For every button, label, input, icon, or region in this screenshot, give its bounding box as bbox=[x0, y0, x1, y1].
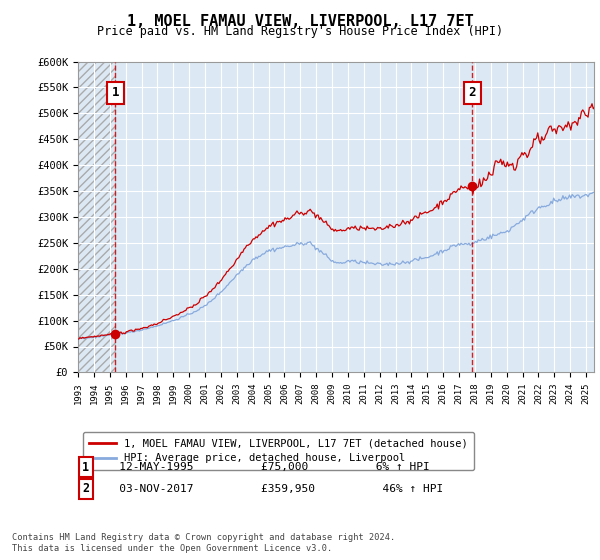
1, MOEL FAMAU VIEW, LIVERPOOL, L17 7ET (detached house) bbox=[266, 222, 273, 228]
HPI: Average price, detached house, Liverpool: (2.03e+03, 3.46e+05): Average price, detached house, Liverpool… bbox=[598, 190, 600, 197]
Text: Price paid vs. HM Land Registry's House Price Index (HPI): Price paid vs. HM Land Registry's House … bbox=[97, 25, 503, 38]
Text: 1: 1 bbox=[82, 461, 89, 474]
Text: 12-MAY-1995          £75,000          6% ↑ HPI: 12-MAY-1995 £75,000 6% ↑ HPI bbox=[98, 462, 430, 472]
HPI: Average price, detached house, Liverpool: (2.02e+03, 2.43e+05): Average price, detached house, Liverpool… bbox=[452, 243, 460, 250]
HPI: Average price, detached house, Liverpool: (2e+03, 7.27e+04): Average price, detached house, Liverpool… bbox=[109, 332, 116, 338]
1, MOEL FAMAU VIEW, LIVERPOOL, L17 7ET (detached house) bbox=[109, 331, 116, 338]
1, MOEL FAMAU VIEW, LIVERPOOL, L17 7ET (detached house) bbox=[598, 104, 600, 111]
1, MOEL FAMAU VIEW, LIVERPOOL, L17 7ET (detached house) bbox=[520, 152, 527, 158]
HPI: Average price, detached house, Liverpool: (2.03e+03, 3.48e+05): Average price, detached house, Liverpool… bbox=[590, 189, 597, 195]
1, MOEL FAMAU VIEW, LIVERPOOL, L17 7ET (detached house) bbox=[595, 97, 600, 104]
HPI: Average price, detached house, Liverpool: (2.01e+03, 2.37e+05): Average price, detached house, Liverpool… bbox=[266, 246, 273, 253]
Text: 1: 1 bbox=[112, 86, 119, 99]
Text: 03-NOV-2017          £359,950          46% ↑ HPI: 03-NOV-2017 £359,950 46% ↑ HPI bbox=[98, 484, 443, 494]
Text: 2: 2 bbox=[469, 86, 476, 99]
Legend: 1, MOEL FAMAU VIEW, LIVERPOOL, L17 7ET (detached house), HPI: Average price, det: 1, MOEL FAMAU VIEW, LIVERPOOL, L17 7ET (… bbox=[83, 432, 474, 470]
HPI: Average price, detached house, Liverpool: (2e+03, 2.23e+05): Average price, detached house, Liverpool… bbox=[253, 254, 260, 260]
HPI: Average price, detached house, Liverpool: (1.99e+03, 6.42e+04): Average price, detached house, Liverpool… bbox=[75, 336, 82, 343]
Text: Contains HM Land Registry data © Crown copyright and database right 2024.
This d: Contains HM Land Registry data © Crown c… bbox=[12, 533, 395, 553]
1, MOEL FAMAU VIEW, LIVERPOOL, L17 7ET (detached house) bbox=[452, 189, 460, 196]
Text: 2: 2 bbox=[82, 483, 89, 496]
Text: 1, MOEL FAMAU VIEW, LIVERPOOL, L17 7ET: 1, MOEL FAMAU VIEW, LIVERPOOL, L17 7ET bbox=[127, 14, 473, 29]
HPI: Average price, detached house, Liverpool: (2.03e+03, 3.44e+05): Average price, detached house, Liverpool… bbox=[586, 191, 593, 198]
1, MOEL FAMAU VIEW, LIVERPOOL, L17 7ET (detached house) bbox=[586, 104, 593, 111]
1, MOEL FAMAU VIEW, LIVERPOOL, L17 7ET (detached house) bbox=[253, 234, 260, 240]
Line: HPI: Average price, detached house, Liverpool: HPI: Average price, detached house, Live… bbox=[79, 192, 600, 339]
1, MOEL FAMAU VIEW, LIVERPOOL, L17 7ET (detached house) bbox=[75, 335, 82, 342]
Line: 1, MOEL FAMAU VIEW, LIVERPOOL, L17 7ET (detached house): 1, MOEL FAMAU VIEW, LIVERPOOL, L17 7ET (… bbox=[79, 100, 600, 339]
HPI: Average price, detached house, Liverpool: (2.02e+03, 2.97e+05): Average price, detached house, Liverpool… bbox=[520, 215, 527, 222]
